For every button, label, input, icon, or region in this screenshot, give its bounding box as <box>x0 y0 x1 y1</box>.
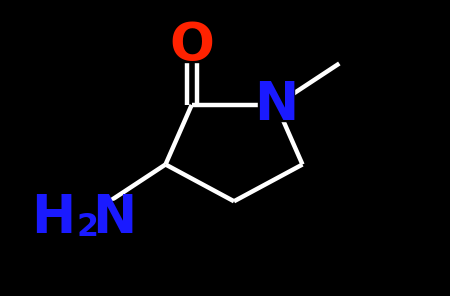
Bar <box>174 29 210 62</box>
Bar <box>258 89 294 121</box>
Bar <box>53 202 152 234</box>
Text: N: N <box>93 192 137 244</box>
Text: N: N <box>254 79 298 131</box>
Text: 2: 2 <box>76 212 99 243</box>
Text: O: O <box>169 20 214 72</box>
Text: H: H <box>31 192 76 244</box>
